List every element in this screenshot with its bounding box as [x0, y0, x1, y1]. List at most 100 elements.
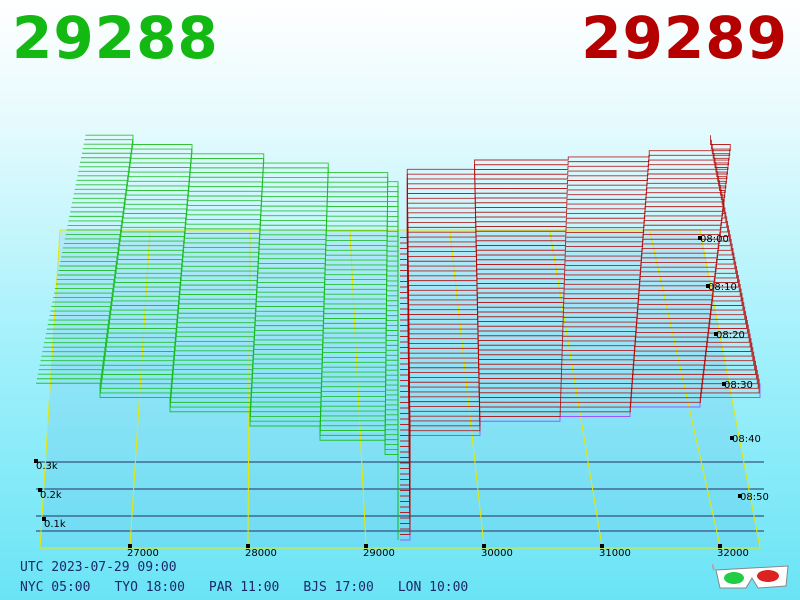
floor-plane	[40, 230, 760, 548]
bid-depth-trace	[54, 292, 399, 430]
x-tick-marker	[364, 544, 368, 548]
bid-depth-trace	[45, 337, 399, 485]
bid-depth-trace	[63, 242, 399, 370]
bid-depth-trace	[38, 369, 399, 524]
clock-nyc: NYC 05:00	[20, 580, 91, 595]
bid-depth-trace	[74, 188, 399, 304]
bid-depth-trace	[53, 297, 399, 436]
clock-par: PAR 11:00	[208, 580, 280, 595]
x-tick-marker	[482, 544, 486, 548]
bid-depth-trace	[58, 270, 399, 403]
volume-tick-label: 0.1k	[44, 519, 66, 530]
bid-depth-trace	[51, 306, 399, 447]
bid-depth-trace	[84, 139, 399, 243]
volume-tick-marker	[38, 488, 42, 492]
bid-depth-trace	[66, 229, 399, 353]
bid-depth-trace	[81, 152, 399, 260]
time-tick-label: 08:00	[700, 234, 729, 245]
bid-depth-trace	[72, 202, 399, 320]
world-clocks: NYC 05:00 TYO 18:00 PAR 11:00 BJS 17:00 LON …	[20, 580, 492, 595]
depth-traces	[36, 134, 761, 541]
volume-tick-label: 0.3k	[36, 461, 58, 472]
bid-depth-trace	[76, 179, 399, 293]
bid-depth-trace	[47, 324, 399, 469]
bid-depth-trace	[62, 252, 399, 381]
volume-grid	[36, 461, 764, 532]
time-tick-marker	[706, 284, 710, 288]
volume-tick-label: 0.2k	[40, 490, 62, 501]
price-gridline	[549, 231, 603, 547]
time-tick-marker	[738, 494, 742, 498]
bid-depth-trace	[40, 360, 399, 513]
x-tick-marker	[600, 544, 604, 548]
floor-edge	[39, 229, 761, 549]
volume-tick-marker	[34, 459, 38, 463]
clock-tyo: TYO 18:00	[114, 580, 185, 595]
x-tick-label: 30000	[481, 548, 513, 559]
bid-depth-trace	[44, 342, 399, 491]
bid-depth-trace	[61, 256, 399, 386]
bid-depth-trace	[49, 315, 399, 458]
bid-depth-trace	[63, 247, 399, 375]
x-tick-label: 28000	[245, 548, 277, 559]
bid-depth-trace	[79, 166, 399, 276]
x-tick-marker	[246, 544, 250, 548]
bid-depth-trace	[36, 378, 399, 535]
x-tick-label: 27000	[127, 548, 159, 559]
bid-depth-trace	[36, 382, 399, 540]
bid-depth-trace	[82, 148, 399, 254]
bid-depth-trace	[65, 233, 399, 359]
bid-depth-trace	[64, 238, 399, 364]
bid-price: 29288	[12, 4, 219, 72]
bid-depth-trace	[54, 288, 399, 425]
bid-depth-trace	[78, 170, 399, 282]
bid-depth-trace	[77, 175, 399, 287]
bid-depth-trace	[71, 206, 399, 326]
price-grid	[39, 229, 761, 549]
price-gridline	[649, 231, 721, 547]
bid-depth-trace	[70, 211, 399, 331]
time-tick-label: 08:50	[740, 492, 769, 503]
x-tick-marker	[718, 544, 722, 548]
clock-bjs: BJS 17:00	[303, 580, 374, 595]
3d-glasses-icon[interactable]	[712, 560, 792, 592]
time-tick-marker	[698, 236, 702, 240]
axis-labels: 27000 28000 29000 30000 31000 32000 08:00 08:10…	[34, 234, 769, 559]
time-tick-label: 08:20	[716, 330, 745, 341]
x-tick-label: 29000	[363, 548, 395, 559]
volume-tick-marker	[42, 517, 46, 521]
bid-depth-trace	[83, 143, 399, 249]
time-tick-marker	[722, 382, 726, 386]
bid-depth-trace	[75, 184, 399, 298]
bid-depth-trace	[60, 261, 399, 392]
bid-depth-trace	[59, 265, 399, 397]
bid-depth-trace	[57, 274, 399, 408]
bid-depth-trace	[81, 157, 399, 265]
time-tick-marker	[714, 332, 718, 336]
bid-depth-trace	[55, 283, 399, 419]
bid-depth-trace	[45, 333, 399, 480]
x-tick-label: 31000	[599, 548, 631, 559]
bid-depth-trace	[67, 224, 399, 348]
bid-depth-trace	[69, 215, 399, 337]
bid-depth-trace	[52, 301, 399, 441]
time-tick-label: 08:30	[724, 380, 753, 391]
bid-depth-trace	[46, 328, 399, 474]
price-gridline	[449, 231, 485, 547]
bid-depth-trace	[37, 373, 399, 529]
x-tick-marker	[128, 544, 132, 548]
clock-lon: LON 10:00	[397, 580, 469, 595]
bid-depth-trace	[56, 279, 399, 414]
bid-depth-trace	[80, 161, 399, 271]
bid-depth-trace	[85, 134, 399, 238]
utc-time: UTC 2023-07-29 09:00	[20, 560, 177, 575]
bid-depth-trace	[50, 310, 399, 452]
ask-price: 29289	[581, 4, 788, 72]
time-tick-marker	[730, 436, 734, 440]
bid-depth-trace	[72, 197, 399, 315]
bid-depth-trace	[41, 355, 399, 507]
price-gridline	[247, 231, 251, 547]
ask-depth-trace	[400, 135, 731, 238]
price-gridline	[129, 231, 151, 547]
